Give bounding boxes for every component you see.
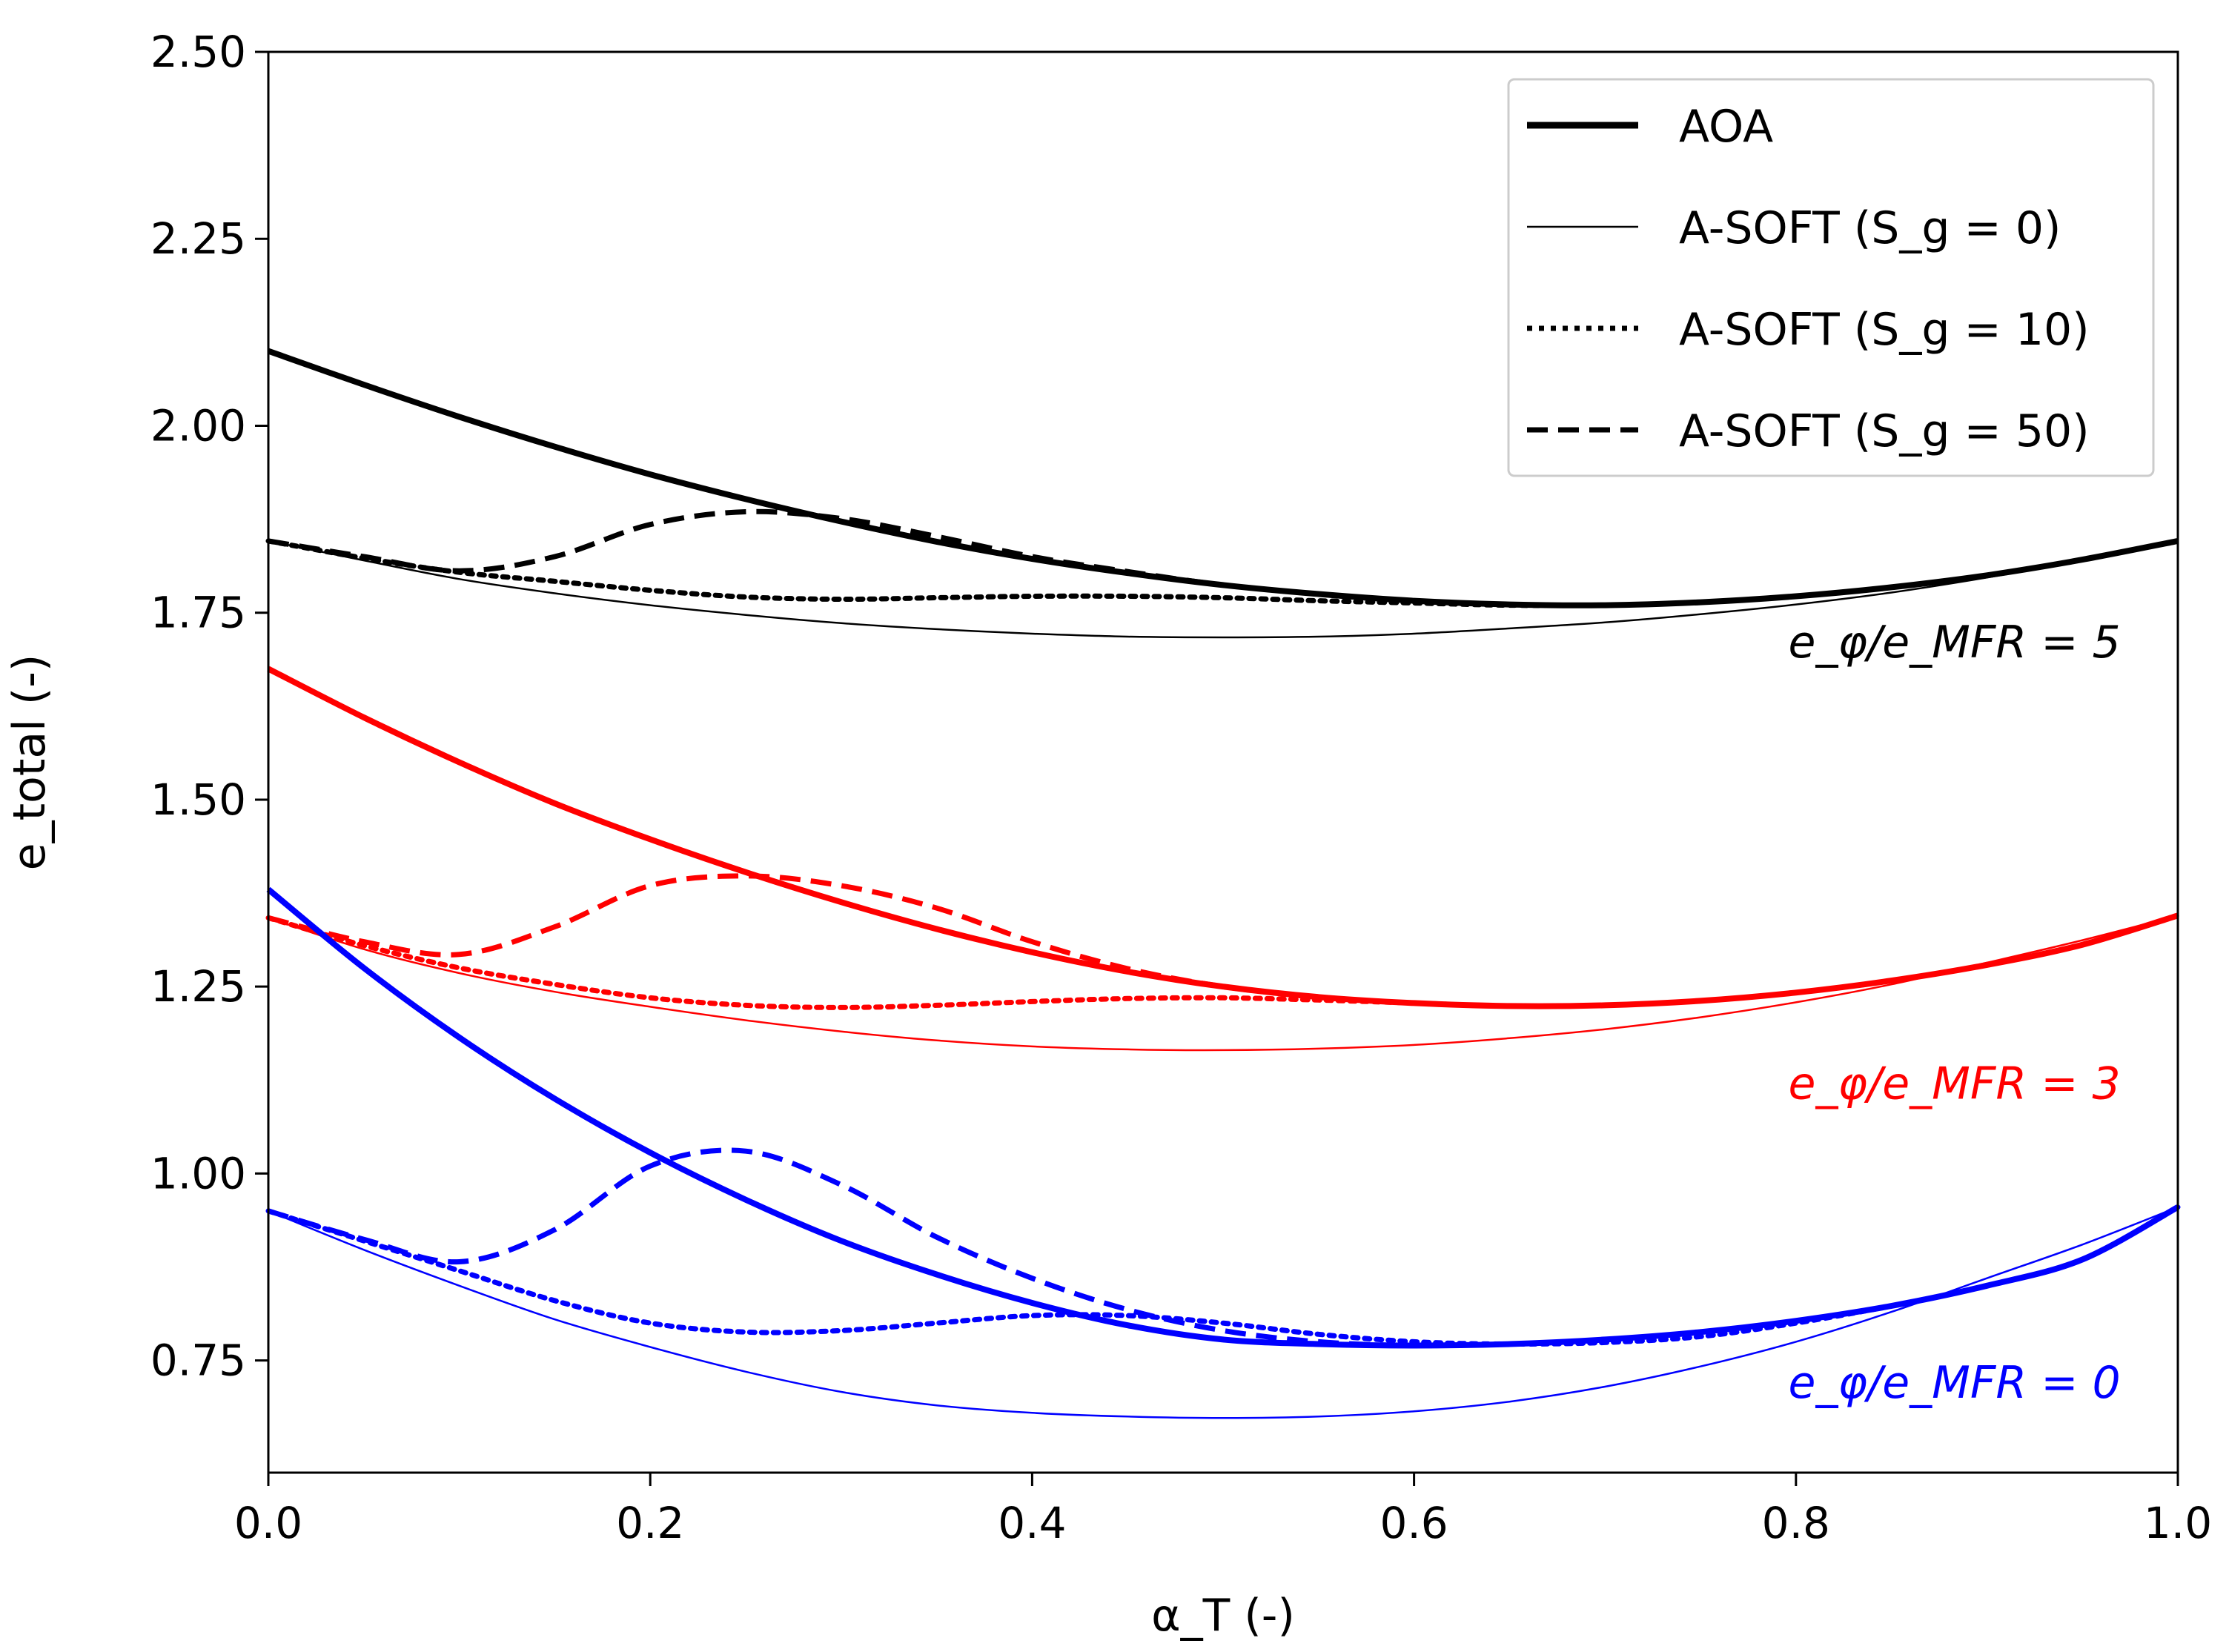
legend-label-asoft-sg10: A-SOFT (S_g = 10) xyxy=(1679,304,2090,356)
series-layer xyxy=(265,348,2181,1419)
y-tick-label: 2.25 xyxy=(150,213,246,264)
legend: AOA A-SOFT (S_g = 0) A-SOFT (S_g = 10) A… xyxy=(1507,78,2155,477)
series-line-solid-thick-0 xyxy=(266,886,2179,1349)
legend-box xyxy=(1507,78,2155,477)
annotation-ratio-0: e_φ/e_MFR = 0 xyxy=(1789,1357,2121,1409)
series-line-solid-thick-5 xyxy=(267,348,2179,608)
y-tick-label: 2.50 xyxy=(150,27,246,77)
y-tick-label: 1.75 xyxy=(150,588,246,638)
x-tick-label: 0.0 xyxy=(234,1498,302,1548)
y-tick-label: 1.25 xyxy=(150,961,246,1012)
y-tick-label: 2.00 xyxy=(150,400,246,451)
y-axis-label: e_total (-) xyxy=(4,654,56,871)
annotation-ratio-5: e_φ/e_MFR = 5 xyxy=(1789,617,2121,669)
series-line-solid-thick-3 xyxy=(267,666,2179,1009)
annotation-ratio-3: e_φ/e_MFR = 3 xyxy=(1789,1058,2121,1109)
x-tick-label: 0.6 xyxy=(1380,1498,1448,1548)
y-tick-label: 0.75 xyxy=(150,1336,246,1386)
axes-frame xyxy=(267,50,2179,1474)
legend-label-asoft-sg0: A-SOFT (S_g = 0) xyxy=(1679,202,2061,254)
series-line-dotted-5 xyxy=(265,538,2181,608)
y-tick-label: 1.00 xyxy=(150,1148,246,1198)
series-line-solid-thin-5 xyxy=(268,540,2179,639)
legend-label-aoa: AOA xyxy=(1679,101,1773,153)
series-line-dotted-0 xyxy=(265,1204,2181,1347)
x-axis-label: α_T (-) xyxy=(1151,1590,1295,1642)
series-line-solid-thin-3 xyxy=(268,915,2179,1052)
x-tick-label: 0.4 xyxy=(998,1498,1066,1548)
x-tick-label: 0.2 xyxy=(616,1498,684,1548)
legend-label-asoft-sg50: A-SOFT (S_g = 50) xyxy=(1679,405,2090,457)
x-tick-label: 1.0 xyxy=(2144,1498,2212,1548)
ticks-layer: 0.0 0.2 0.4 0.6 0.8 1.0 0.75 1.00 1.25 1.50 1.75 2.… xyxy=(150,27,2212,1548)
series-line-solid-thin-0 xyxy=(268,1206,2179,1419)
x-tick-label: 0.8 xyxy=(1762,1498,1830,1548)
y-tick-label: 1.50 xyxy=(150,774,246,825)
